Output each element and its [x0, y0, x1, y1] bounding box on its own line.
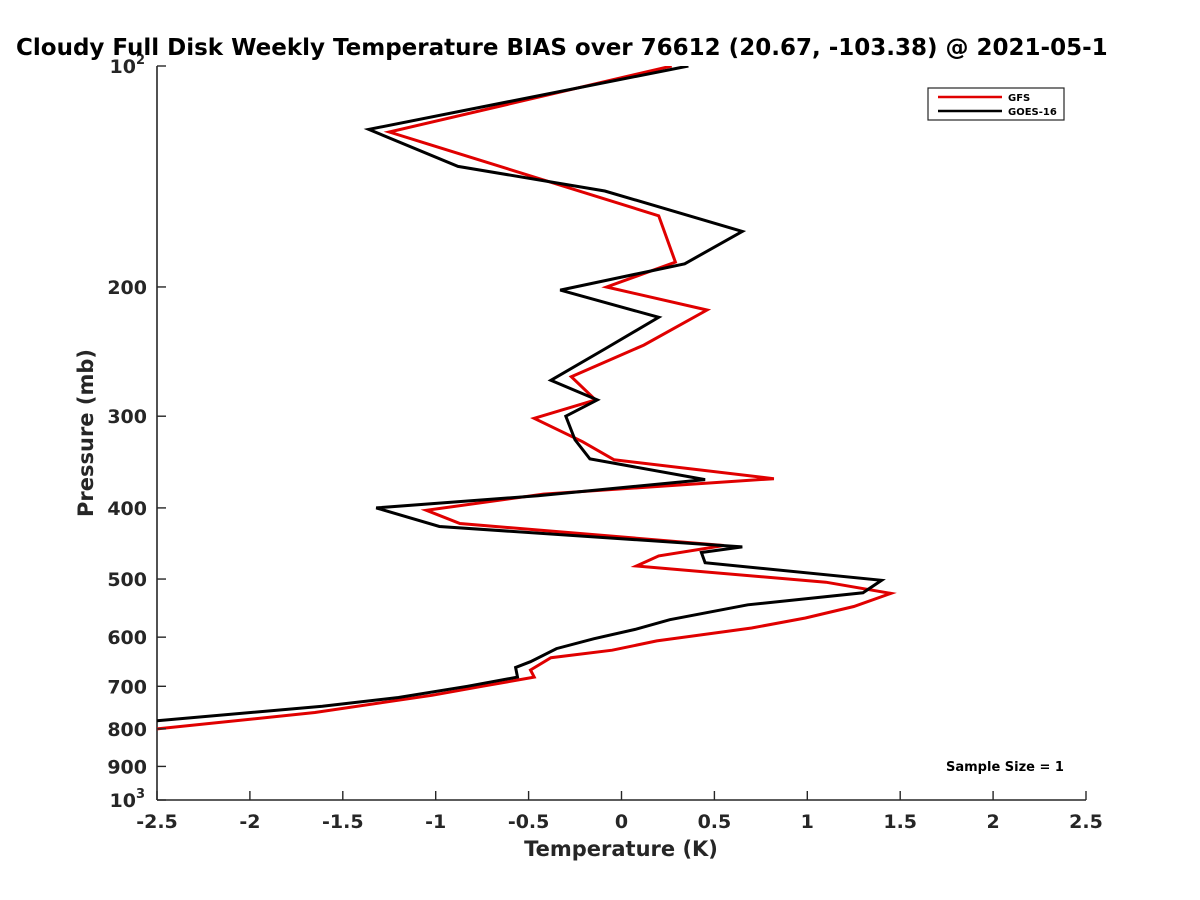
y-tick-label: 700 — [107, 676, 147, 698]
series-layer — [157, 66, 897, 731]
y-tick-label-power: 103 — [110, 787, 146, 812]
y-ticks: 200 300 400 500 600 700 800 900 102 103 — [107, 53, 166, 812]
x-axis-title: Temperature (K) — [524, 837, 718, 861]
series-line-gfs — [157, 66, 897, 731]
y-tick-label: 500 — [107, 569, 147, 591]
legend: GFS GOES-16 — [927, 87, 1065, 121]
y-tick-label-power: 102 — [110, 53, 146, 78]
x-tick-label: -1 — [425, 811, 446, 833]
y-axis-title: Pressure (mb) — [74, 349, 98, 517]
x-tick-label: 0 — [615, 811, 628, 833]
sample-size-annotation: Sample Size = 1 — [946, 760, 1064, 775]
y-tick-label: 900 — [107, 756, 147, 778]
x-tick-label: 1 — [801, 811, 814, 833]
legend-label-gfs: GFS — [1008, 93, 1030, 104]
x-tick-label: -2 — [239, 811, 260, 833]
y-tick-label: 300 — [107, 406, 147, 428]
legend-label-goes16: GOES-16 — [1008, 107, 1057, 118]
y-tick-label: 800 — [107, 719, 147, 741]
x-tick-label: -2.5 — [136, 811, 178, 833]
legend-box — [927, 87, 1065, 121]
y-tick-label: 600 — [107, 627, 147, 649]
x-tick-label: 2 — [986, 811, 999, 833]
x-tick-label: 0.5 — [698, 811, 732, 833]
y-tick-label: 400 — [107, 498, 147, 520]
chart-title: Cloudy Full Disk Weekly Temperature BIAS… — [16, 35, 1108, 61]
series-line-goes-16 — [157, 66, 886, 723]
x-ticks: -2.5 -2 -1.5 -1 -0.5 0 0.5 1 1.5 2 2.5 — [136, 791, 1103, 833]
x-tick-label: 1.5 — [883, 811, 917, 833]
y-tick-label: 200 — [107, 277, 147, 299]
x-tick-label: -1.5 — [322, 811, 364, 833]
x-tick-label: -0.5 — [508, 811, 550, 833]
x-tick-label: 2.5 — [1069, 811, 1103, 833]
